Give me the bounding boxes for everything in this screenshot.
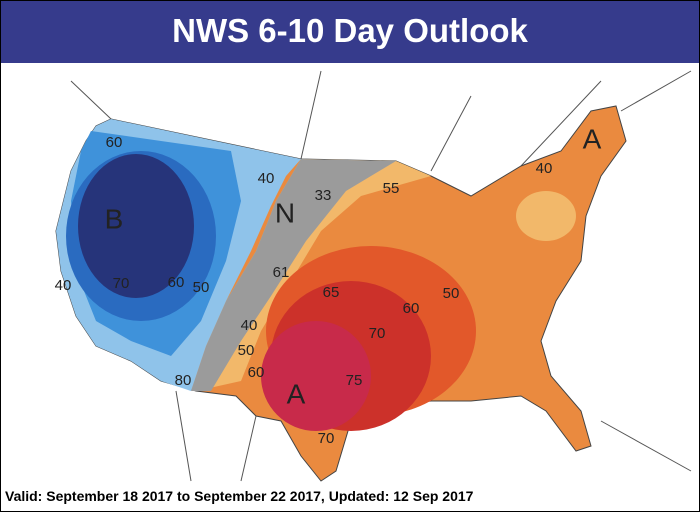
category-letter: A xyxy=(583,123,602,154)
boundary-lines xyxy=(70,70,692,482)
probability-label: 70 xyxy=(369,325,386,342)
title: NWS 6-10 Day Outlook xyxy=(1,1,699,63)
near-normal-band xyxy=(196,159,431,391)
probability-label: 60 xyxy=(106,134,123,151)
crimson-region xyxy=(261,321,371,431)
probability-label: 65 xyxy=(323,284,340,301)
probability-label: 55 xyxy=(383,180,400,197)
grey-band xyxy=(191,159,396,391)
probability-label: 61 xyxy=(273,264,290,281)
probability-label: 40 xyxy=(55,277,72,294)
probability-label: 33 xyxy=(315,187,332,204)
probability-label: 40 xyxy=(241,317,258,334)
map-labels: 60 B 40 33 N 55 40 A 40 70 60 50 61 65 60 50 40 70 50 60 75 A… xyxy=(55,123,602,447)
category-letter: N xyxy=(275,197,295,228)
footer: Valid: September 18 2017 to September 22… xyxy=(5,488,474,504)
probability-label: 75 xyxy=(346,372,363,389)
probability-label: 60 xyxy=(248,364,265,381)
probability-label: 70 xyxy=(318,430,335,447)
category-letter: A xyxy=(287,378,306,409)
map: 60 B 40 33 N 55 40 A 40 70 60 50 61 65 60 50 40 70 50 60 75 A… xyxy=(1,63,699,489)
probability-label: 40 xyxy=(258,170,275,187)
probability-label: 50 xyxy=(443,285,460,302)
probability-label: 50 xyxy=(193,279,210,296)
probability-label: 80 xyxy=(175,372,192,389)
navy-region xyxy=(78,154,194,298)
probability-label: 60 xyxy=(403,300,420,317)
probability-label: 50 xyxy=(238,342,255,359)
probability-label: 60 xyxy=(168,274,185,291)
lighter-patch xyxy=(516,191,576,241)
probability-label: 70 xyxy=(113,275,130,292)
probability-label: 40 xyxy=(536,160,553,177)
category-letter: B xyxy=(105,203,124,234)
